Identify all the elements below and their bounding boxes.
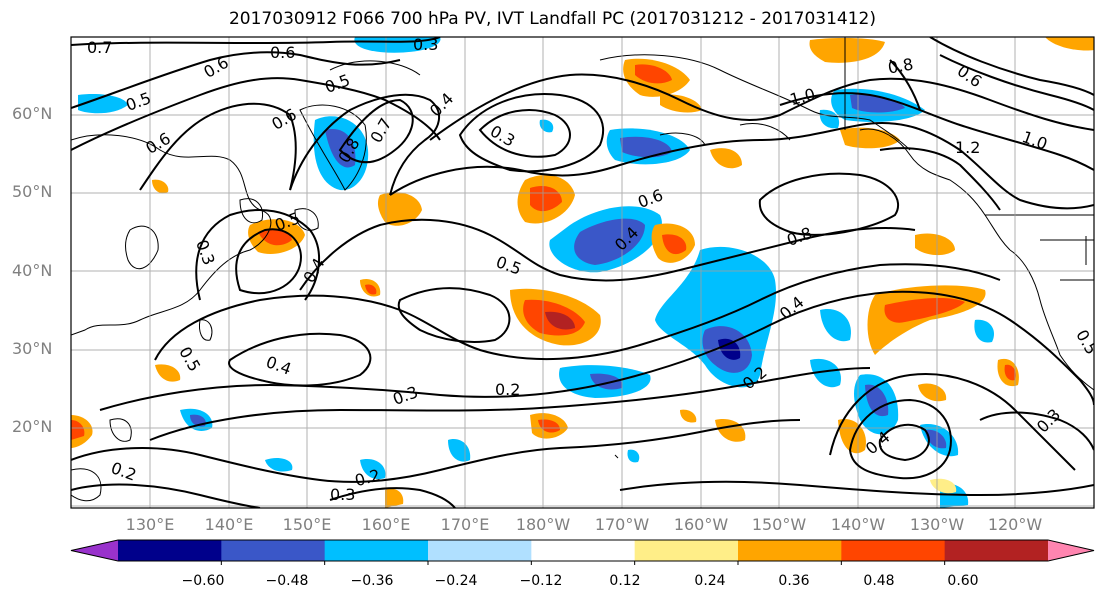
negative-region — [810, 358, 841, 388]
colorbar-segment — [428, 540, 532, 561]
positive-region — [258, 229, 292, 246]
lon-label: 170°W — [594, 515, 650, 534]
colorbar-segment — [944, 540, 1049, 561]
positive-region — [155, 364, 181, 382]
positive-region — [662, 234, 687, 255]
contour-label: 0.7 — [87, 38, 112, 57]
lat-label: 30°N — [12, 339, 53, 358]
contour-label: 0.3 — [413, 35, 438, 54]
negative-region — [850, 94, 905, 113]
colorbar-extend-min — [71, 540, 118, 561]
negative-region — [974, 319, 995, 343]
colorbar-segment — [738, 540, 842, 561]
figure-title: 2017030912 F066 700 hPa PV, IVT Landfall… — [228, 9, 876, 29]
positive-region — [1045, 37, 1094, 51]
positive-region — [365, 284, 377, 295]
lat-label: 60°N — [12, 104, 53, 123]
lon-label: 130°E — [125, 515, 175, 534]
lat-label: 50°N — [12, 182, 53, 201]
lon-label: 140°W — [830, 515, 886, 534]
lat-label: 20°N — [12, 417, 53, 436]
lon-label: 150°E — [282, 515, 332, 534]
colorbar-segment — [841, 540, 946, 561]
positive-region — [710, 148, 742, 169]
negative-region — [574, 218, 645, 265]
positive-region — [884, 298, 965, 323]
lat-label: 40°N — [12, 261, 53, 280]
negative-region — [265, 458, 293, 472]
negative-region — [360, 459, 386, 480]
negative-region — [819, 109, 840, 129]
lon-label: 180°W — [515, 515, 571, 534]
negative-region — [865, 384, 889, 417]
positive-region — [530, 185, 562, 212]
colorbar-tick: −0.36 — [350, 573, 394, 589]
contour-label: 1.2 — [955, 138, 980, 157]
negative-region — [820, 309, 851, 342]
positive-region — [71, 420, 85, 440]
colorbar-tick: −0.12 — [519, 573, 563, 589]
colorbar-extend-max — [1048, 540, 1094, 561]
positive-region — [809, 37, 885, 63]
positive-region — [152, 179, 169, 194]
contour-label: 0.8 — [886, 54, 914, 77]
contour-label: 0.2 — [495, 380, 520, 399]
colorbar — [70, 539, 1095, 565]
lon-label: 120°W — [987, 515, 1043, 534]
colorbar-tick: 0.36 — [778, 573, 810, 589]
colorbar-tick: −0.24 — [434, 573, 478, 589]
negative-region — [78, 94, 128, 114]
positive-region — [545, 311, 575, 330]
positive-region — [660, 94, 702, 113]
lon-label: 160°W — [673, 515, 729, 534]
negative-region — [627, 449, 640, 463]
colorbar-tick: 0.24 — [694, 573, 726, 589]
colorbar-segment — [324, 540, 429, 561]
colorbar-segment — [118, 540, 222, 561]
colorbar-tick: 0.48 — [863, 573, 895, 589]
negative-region — [925, 429, 947, 449]
colorbar-segment — [221, 540, 326, 561]
lon-label: 130°W — [909, 515, 965, 534]
colorbar-segment — [634, 540, 739, 561]
positive-region — [680, 409, 697, 423]
positive-region — [377, 192, 422, 226]
positive-region — [1004, 364, 1016, 381]
negative-region — [620, 136, 672, 158]
colorbar-tick: 0.12 — [609, 573, 641, 589]
lon-label: 150°W — [751, 515, 807, 534]
lon-label: 160°E — [361, 515, 411, 534]
gridlines — [71, 37, 1094, 508]
positive-region — [385, 488, 404, 508]
contour-label: 0.3 — [330, 485, 355, 504]
contour-label: 0.6 — [270, 43, 295, 62]
colorbar-tick: −0.60 — [181, 573, 225, 589]
pv-contours — [71, 37, 1094, 508]
lon-label: 170°E — [440, 515, 490, 534]
map-border — [70, 36, 1095, 509]
colorbar-outline — [70, 539, 1095, 562]
positive-region — [915, 233, 955, 256]
negative-region — [718, 338, 741, 360]
colorbar-tick: 0.60 — [947, 573, 979, 589]
colorbar-segment — [531, 540, 636, 561]
lon-label: 140°E — [204, 515, 254, 534]
colorbar-tick: −0.48 — [265, 573, 309, 589]
positive-region — [635, 64, 672, 84]
positive-region — [918, 383, 947, 402]
